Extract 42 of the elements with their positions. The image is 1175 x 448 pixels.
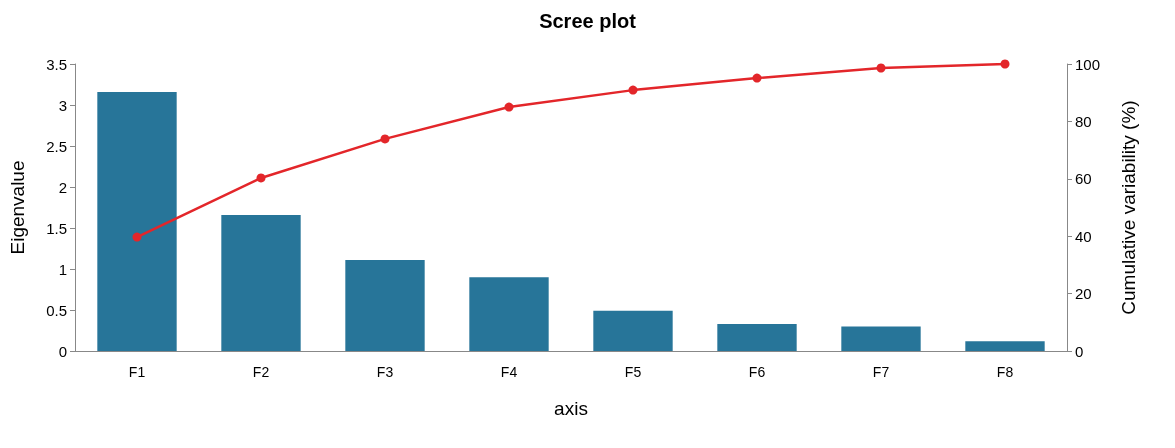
- bar: [221, 214, 301, 351]
- y2-tick-label: 40: [1075, 227, 1092, 245]
- y2-tick-label: 80: [1075, 112, 1092, 130]
- x-tick-label: F7: [872, 364, 890, 380]
- y-tick-label: 1.5: [46, 219, 67, 237]
- x-tick-label: F1: [128, 364, 146, 380]
- y2-tick-label: 0: [1075, 342, 1084, 360]
- bar: [593, 310, 673, 351]
- x-tick-label: F4: [500, 364, 518, 380]
- x-tick-label: F3: [376, 364, 394, 380]
- x-tick-label: F8: [996, 364, 1014, 380]
- y2-tick-label: 20: [1075, 285, 1092, 303]
- bar: [965, 341, 1045, 351]
- y-tick-label: 3: [58, 96, 67, 114]
- y-tick-label: 1: [58, 260, 67, 278]
- y-tick-label: 0: [58, 342, 67, 360]
- y2-tick-label: 100: [1075, 55, 1101, 73]
- y2-tick-label: 60: [1075, 170, 1092, 188]
- x-tick-label: F6: [748, 364, 766, 380]
- x-tick-label: F5: [624, 364, 642, 380]
- y-tick-label: 0.5: [46, 301, 67, 319]
- point: [504, 102, 514, 112]
- point: [380, 134, 390, 144]
- x-axis-title: axis: [554, 398, 588, 419]
- bar: [97, 91, 177, 351]
- y-tick-label: 2: [58, 178, 67, 196]
- chart-title: Scree plot: [539, 10, 637, 32]
- bar: [469, 277, 549, 351]
- bar: [345, 259, 425, 351]
- point: [132, 232, 142, 242]
- y-axis-title: Eigenvalue: [7, 160, 28, 255]
- y-tick-label: 2.5: [46, 137, 67, 155]
- y2-axis-title: Cumulative variability (%): [1118, 100, 1139, 315]
- bar: [841, 326, 921, 351]
- point: [876, 63, 886, 73]
- point: [256, 173, 266, 183]
- point: [1000, 59, 1010, 69]
- bar: [717, 323, 797, 351]
- y-tick-label: 3.5: [46, 55, 67, 73]
- point: [752, 73, 762, 83]
- point: [628, 85, 638, 95]
- x-tick-label: F2: [252, 364, 270, 380]
